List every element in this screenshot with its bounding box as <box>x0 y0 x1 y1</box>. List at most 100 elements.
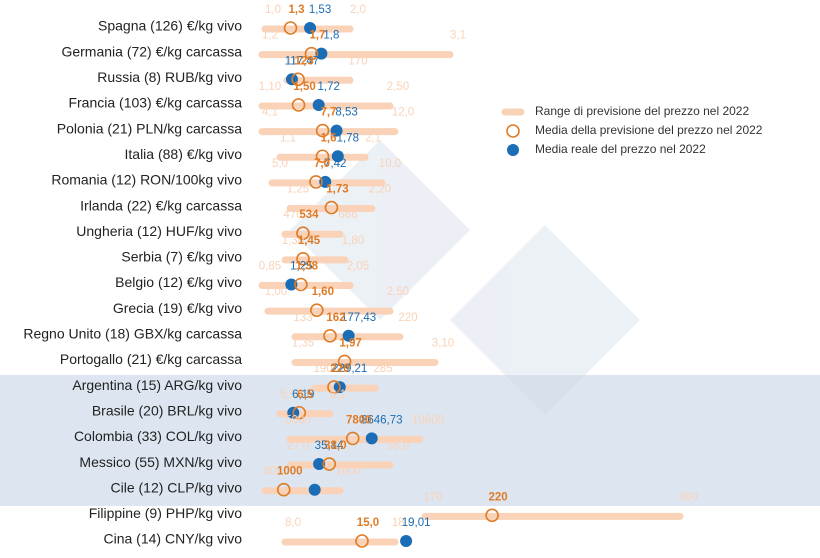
range-low-label: 1,00 <box>265 286 287 298</box>
range-high-label: 2,1 <box>365 132 381 144</box>
actual-dot <box>312 98 325 111</box>
forecast-dot <box>309 175 323 189</box>
actual-dot <box>313 458 326 471</box>
range-high-label: 666 <box>338 209 357 221</box>
range-low-label: 5000 <box>285 414 311 426</box>
range-low-label: 27,0 <box>287 440 309 452</box>
category-label: Colombia (33) COL/kg vivo <box>74 428 242 444</box>
range-high-label: 55,0 <box>387 440 409 452</box>
actual-label: 1,53 <box>309 4 331 16</box>
forecast-label: 1,3 <box>289 4 305 16</box>
actual-dot <box>304 22 317 34</box>
actual-dot <box>319 175 332 188</box>
actual-label: 6,19 <box>292 389 314 401</box>
range-low-label: 113 <box>286 55 304 67</box>
range-high-label: 2,0 <box>350 4 366 16</box>
actual-label: 19,01 <box>402 517 431 529</box>
forecast-label: 1,6 <box>321 132 337 144</box>
actual-label: 7,42 <box>324 158 346 170</box>
legend-swatch <box>506 124 520 138</box>
range-low-label: 470 <box>283 209 302 221</box>
forecast-label: 1,73 <box>326 184 348 196</box>
actual-label: 117,47 <box>285 55 319 67</box>
legend-label: Media reale del prezzo nel 2022 <box>535 142 706 156</box>
range-high-label: 2,50 <box>387 286 409 298</box>
range-low-label: 1,0 <box>265 4 281 16</box>
forecast-label: 1,45 <box>298 235 321 247</box>
range-low-label: 4,1 <box>262 107 278 119</box>
actual-label: 8,53 <box>335 107 357 119</box>
forecast-dot <box>292 405 307 420</box>
range-low-label: 1,10 <box>259 81 281 93</box>
forecast-dot <box>322 457 337 471</box>
range-low-label: 1,35 <box>292 337 314 349</box>
category-label: Francia (103) €/kg carcassa <box>68 95 242 111</box>
range-high-label: 8,1 <box>330 389 346 401</box>
forecast-label: 1,50 <box>293 81 315 93</box>
actual-label: 1,78 <box>337 132 359 144</box>
range-high-label: 3,1 <box>450 30 466 42</box>
range-high-label: 18,0 <box>392 517 414 529</box>
legend-label: Media della previsione del prezzo nel 20… <box>535 123 763 137</box>
actual-label: 177,43 <box>341 312 376 324</box>
forecast-dot <box>345 431 360 446</box>
range-low-label: 5,5 <box>280 389 296 401</box>
actual-label: 1,25 <box>290 261 312 273</box>
forecast-label: 1,38 <box>296 261 319 273</box>
range-high-label: 10800 <box>412 414 444 426</box>
category-label: Messico (55) MXN/kg vivo <box>79 454 242 470</box>
range-high-label: 2,20 <box>369 184 391 196</box>
forecast-label: 534 <box>299 209 319 221</box>
actual-dot <box>331 150 344 163</box>
range-low-label: 1,1 <box>280 132 296 144</box>
range-high-label: 170 <box>348 55 367 67</box>
forecast-dot <box>337 354 352 369</box>
forecast-label: 7800 <box>346 414 372 426</box>
range-low-label: 1,25 <box>287 184 309 196</box>
forecast-label: 1,97 <box>339 337 361 349</box>
range-high-label: 2,05 <box>347 261 369 273</box>
actual-label: 229,21 <box>332 363 367 375</box>
range-low-label: 800 <box>263 466 282 478</box>
range-low-label: 133 <box>293 312 312 324</box>
category-label: Cile (12) CLP/kg vivo <box>111 479 243 495</box>
category-label: Brasile (20) BRL/kg vivo <box>92 402 242 418</box>
category-label: Regno Unito (18) GBX/kg carcassa <box>23 326 242 342</box>
actual-dot <box>400 535 413 547</box>
forecast-label: 7,0 <box>314 158 330 170</box>
range-low-label: 190 <box>313 363 332 375</box>
forecast-dot <box>296 252 310 266</box>
forecast-dot <box>485 508 499 523</box>
forecast-label: 38,0 <box>324 440 346 452</box>
range-high-label: 285 <box>373 363 392 375</box>
range-high-label: 12,0 <box>392 107 414 119</box>
forecast-label: 15,0 <box>357 517 379 529</box>
forecast-dot <box>355 534 369 548</box>
category-label: Cina (14) CNY/kg vivo <box>104 531 243 547</box>
range-high-label: 1600 <box>335 466 361 478</box>
category-label: Irlanda (22) €/kg carcassa <box>80 197 242 213</box>
forecast-dot <box>323 328 337 343</box>
actual-dot <box>285 278 298 291</box>
actual-label: 8646,73 <box>361 414 403 426</box>
watermark <box>290 140 640 415</box>
range-low-label: 8,0 <box>285 517 301 529</box>
forecast-dot <box>291 72 305 87</box>
actual-label: 1,72 <box>317 81 339 93</box>
forecast-label: 6,5 <box>297 389 314 401</box>
forecast-dot <box>296 226 310 240</box>
forecast-dot <box>276 482 291 497</box>
range-low-label: 0,85 <box>259 261 281 273</box>
category-label: Germania (72) €/kg carcassa <box>61 43 242 59</box>
forecast-dot <box>324 200 339 215</box>
forecast-label: 1000 <box>277 466 303 478</box>
actual-dot <box>315 47 328 60</box>
forecast-dot <box>315 123 330 138</box>
category-label: Ungheria (12) HUF/kg vivo <box>76 223 242 239</box>
actual-dot <box>330 124 343 137</box>
category-label: Grecia (19) €/kg vivo <box>113 300 242 316</box>
forecast-label: 220 <box>330 363 349 375</box>
category-label: Belgio (12) €/kg vivo <box>115 274 242 290</box>
range-high-label: 2,50 <box>387 81 409 93</box>
forecast-label: 123 <box>294 55 313 67</box>
